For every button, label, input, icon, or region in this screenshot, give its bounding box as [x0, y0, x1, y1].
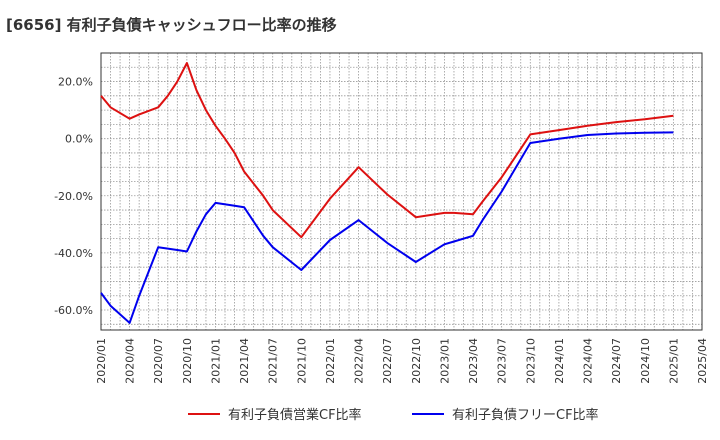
plot-frame — [100, 52, 703, 331]
x-tick-label: 2020/04 — [124, 338, 137, 384]
x-tick-label: 2022/04 — [353, 338, 366, 384]
y-tick-label: -60.0% — [54, 304, 93, 317]
x-tick-label: 2025/04 — [696, 338, 709, 384]
x-tick-label: 2022/10 — [410, 338, 423, 384]
x-tick-label: 2020/07 — [152, 338, 165, 384]
x-tick-label: 2021/04 — [238, 338, 251, 384]
x-tick-label: 2024/01 — [553, 338, 566, 384]
x-tick-label: 2023/10 — [524, 338, 537, 384]
x-tick-label: 2023/07 — [496, 338, 509, 384]
plot-background — [101, 53, 702, 330]
y-tick-label: -40.0% — [54, 247, 93, 260]
legend-label-1: 有利子負債営業CF比率 — [228, 407, 362, 423]
x-tick-label: 2020/01 — [95, 338, 108, 384]
x-tick-label: 2025/01 — [667, 338, 680, 384]
legend-label-2: 有利子負債フリーCF比率 — [452, 407, 599, 423]
x-tick-label: 2022/07 — [381, 338, 394, 384]
x-tick-label: 2023/04 — [467, 338, 480, 384]
y-tick-label: 20.0% — [58, 76, 93, 89]
x-tick-label: 2020/10 — [181, 338, 194, 384]
x-tick-label: 2023/01 — [438, 338, 451, 384]
x-tick-label: 2024/04 — [582, 338, 595, 384]
y-tick-label: 0.0% — [65, 133, 93, 146]
x-tick-label: 2024/07 — [610, 338, 623, 384]
x-tick-label: 2024/10 — [639, 338, 652, 384]
x-tick-label: 2021/01 — [209, 338, 222, 384]
y-tick-label: -20.0% — [54, 190, 93, 203]
x-tick-label: 2021/10 — [295, 338, 308, 384]
series-line-1 — [100, 62, 674, 239]
series-line-2 — [100, 131, 674, 324]
chart-title: [6656] 有利子負債キャッシュフロー比率の推移 — [6, 16, 337, 34]
x-tick-label: 2021/07 — [267, 338, 280, 384]
x-tick-label: 2022/01 — [324, 338, 337, 384]
